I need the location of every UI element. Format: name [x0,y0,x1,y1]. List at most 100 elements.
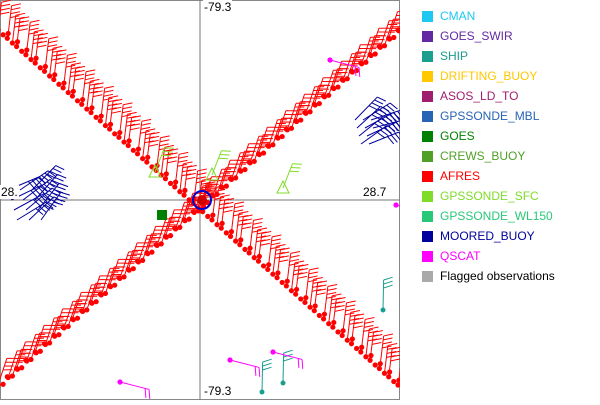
legend-item[interactable]: MOORED_BUOY [422,226,597,246]
gpssonde-sfc-wind [283,164,302,188]
moored-buoy-barb-feather [390,103,397,109]
afres-track-sw-ne-point [191,209,196,214]
afres-track-nw-se-barb-feather [127,112,136,114]
afres-track-nw-se-barb-staff [27,22,30,50]
qscat-barb-staff [273,352,302,359]
afres-track-nw-se-barb-staff [366,329,369,357]
legend-item[interactable]: CMAN [422,6,597,26]
legend-swatch [422,151,433,162]
afres-track-nw-se-point [317,313,322,318]
legend-label: DRIFTING_BUOY [440,69,537,83]
afres-track-sw-ne-point [228,176,233,181]
qscat-wind [120,382,150,399]
afres-track-sw-ne-point [163,234,168,239]
afres-track-nw-se-point [335,329,340,334]
afres-track-sw-ne-point [219,184,224,189]
afres-track-nw-se-barb-staff [324,286,327,314]
afres-track-nw-se-point [121,139,126,144]
afres-track-nw-se-point [163,176,168,181]
afres-track-sw-ne-point [172,226,177,231]
legend-item[interactable]: DRIFTING_BUOY [422,66,597,86]
legend-item[interactable]: GPSSONDE_WL150 [422,206,597,226]
afres-track-nw-se-barb-feather [308,280,317,282]
legend-item[interactable]: QSCAT [422,246,597,266]
moored-buoy-barb-feather [36,209,43,215]
afres-track-nw-se-point [6,31,11,36]
afres-track-sw-ne-point [307,109,312,114]
afres-track-nw-se-point [135,151,140,156]
ship-wind [383,277,393,310]
observation-map[interactable]: -79.3 -79.3 28.7 28. [0,0,400,400]
legend-item[interactable]: ASOS_LD_TO [422,86,597,106]
afres-track-nw-se-point [285,279,290,284]
legend-item[interactable]: GOES_SWIR [422,26,597,46]
afres-track-nw-se-point [373,362,378,367]
afres-track-nw-se-barb-feather [234,210,243,212]
ship-barb-feather [383,285,392,288]
legend-swatch [422,51,433,62]
legend-item[interactable]: AFRES [422,166,597,186]
afres-track-sw-ne-point [284,126,289,131]
afres-track-sw-ne-point [382,43,387,48]
afres-track-nw-se-barb-staff [217,197,220,225]
afres-track-nw-se-barb-feather [141,123,150,125]
afres-track-nw-se-barb-feather [252,230,261,232]
afres-track-nw-se-point [307,305,312,310]
afres-track-nw-se-barb-feather [345,309,354,311]
ship-point [381,308,386,313]
afres-track-nw-se-barb-feather [258,228,267,230]
afres-track-nw-se-barb-feather [66,61,75,63]
afres-track-sw-ne-point [94,299,99,304]
legend-item[interactable]: GPSSONDE_MBL [422,106,597,126]
afres-track-nw-se-point [233,239,238,244]
afres-track-nw-se-barb-feather [11,8,20,10]
legend-item[interactable]: SHIP [422,46,597,66]
afres-track-nw-se-point [312,308,317,313]
afres-track-sw-ne-point [42,341,47,346]
legend-item[interactable]: GPSSONDE_SFC [422,186,597,206]
qscat-wind [230,360,260,377]
afres-track-sw-ne-point [103,291,108,296]
afres-track-nw-se-barb-feather [309,272,318,274]
legend-swatch [422,131,433,142]
storm-center-dot [197,195,207,205]
afres-track-sw-ne-point [116,275,121,280]
legend-swatch [422,111,433,122]
afres-track-sw-ne-point [391,35,396,40]
afres-track-nw-se-barb-staff [269,237,272,265]
afres-track-nw-se-barb-staff [12,15,15,43]
afres-track-nw-se-point [131,148,136,153]
afres-track-nw-se-point [224,230,229,235]
map-canvas[interactable] [0,0,400,400]
afres-track-nw-se-barb-feather [85,78,94,80]
afres-track-nw-se-barb-feather [313,278,322,280]
legend-label: GPSSONDE_MBL [440,109,539,123]
legend-swatch [422,211,433,222]
afres-track-nw-se-barb-feather [327,288,336,290]
legend-item[interactable]: GOES [422,126,597,146]
afres-track-nw-se-barb-feather [49,37,58,39]
legend-item[interactable]: CREWS_BUOY [422,146,597,166]
afres-track-nw-se-barb-staff [31,32,34,60]
afres-track-nw-se-point [378,361,383,366]
afres-track-nw-se-point [265,267,270,272]
afres-track-nw-se-barb-feather [242,227,251,229]
afres-track-nw-se-barb-feather [93,95,102,97]
afres-track-sw-ne-point [121,274,126,279]
afres-track-nw-se-barb-staff [306,270,309,298]
afres-track-sw-ne-point [79,308,84,313]
afres-track-nw-se-barb-feather [382,346,391,348]
afres-track-nw-se-point [237,242,242,247]
afres-track-nw-se-point [242,247,247,252]
afres-track-nw-se-point [56,82,61,87]
afres-track-sw-ne-point [144,250,149,255]
ship-barb-feather [384,281,393,284]
qscat-barb-feather [255,366,256,375]
legend-item[interactable]: Flagged observations [422,266,597,286]
coord-label-right: 28.7 [362,185,387,199]
afres-track-nw-se-point [396,378,400,383]
afres-track-nw-se-point [177,189,182,194]
afres-track-nw-se-point [209,217,214,222]
afres-track-nw-se-barb-feather [37,45,46,47]
qscat-barb-feather [149,389,150,398]
